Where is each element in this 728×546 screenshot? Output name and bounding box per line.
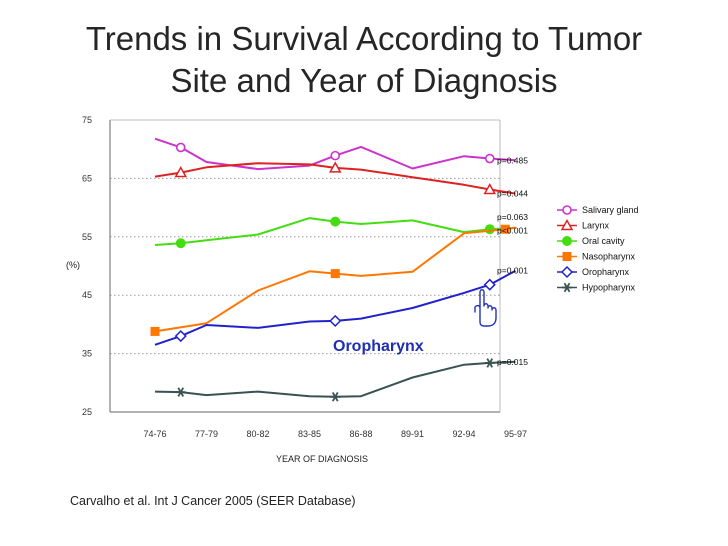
legend-label-oropharynx: Oropharynx: [582, 267, 630, 277]
x-axis-label: YEAR OF DIAGNOSIS: [276, 454, 368, 464]
series-line-hypopharynx: [154, 360, 516, 398]
y-tick-75: 75: [82, 115, 92, 125]
y-tick-25: 25: [82, 407, 92, 417]
series-marker-larynx-1: [328, 161, 342, 173]
y-tick-labels: 25 35 45 55 65 75: [82, 115, 92, 417]
x-tick-80-82: 80-82: [246, 429, 269, 439]
legend-marker-salivary-gland-shape: [562, 205, 572, 215]
legend-item-salivary-gland: Salivary gland: [557, 205, 639, 215]
legend-marker-oral-cavity: [562, 236, 572, 246]
legend-marker-oropharynx: [560, 265, 574, 279]
series-marker-oral-cavity-2-shape: [484, 224, 495, 235]
series-marker-hypopharynx-2: [484, 358, 495, 368]
legend-marker-larynx: [560, 218, 574, 231]
series-marker-larynx-1-shape: [328, 161, 342, 173]
p-value-oral-cavity: p=0.063: [497, 212, 528, 222]
series-marker-oropharynx-1: [329, 314, 342, 327]
series-lines: [150, 137, 516, 402]
series-marker-oropharynx-2-shape: [483, 278, 496, 291]
legend-marker-oropharynx-shape: [560, 265, 574, 279]
series-marker-oropharynx-1-shape: [329, 314, 342, 327]
p-value-salivary-gland: p=0.485: [497, 155, 528, 165]
series-marker-oral-cavity-0-shape: [175, 238, 186, 249]
oropharynx-annotation: Oropharynx: [333, 338, 424, 355]
title-line-2: Site and Year of Diagnosis: [170, 62, 558, 99]
series-line-oropharynx: [154, 269, 516, 346]
series-marker-oropharynx-0-shape: [174, 330, 187, 343]
series-marker-oropharynx-0: [174, 330, 187, 343]
series-marker-oral-cavity-0: [175, 238, 186, 249]
legend-label-nasopharynx: Nasopharynx: [582, 252, 636, 262]
series-marker-salivary-gland-0: [175, 142, 186, 153]
series-marker-salivary-gland-2-shape: [484, 153, 495, 164]
series-marker-hypopharynx-1: [330, 392, 341, 402]
series-marker-salivary-gland-1: [330, 150, 341, 161]
x-tick-95-97: 95-97: [504, 429, 527, 439]
series-marker-salivary-gland-1-shape: [330, 150, 341, 161]
y-tick-65: 65: [82, 173, 92, 183]
series-marker-nasopharynx-0-shape: [150, 326, 160, 336]
series-marker-larynx-2: [483, 182, 497, 195]
series-marker-hypopharynx-1-stroke: [331, 392, 339, 402]
source-citation: Carvalho et al. Int J Cancer 2005 (SEER …: [70, 494, 356, 508]
x-tick-86-88: 86-88: [349, 429, 372, 439]
legend: Salivary gland Larynx Oral cavity Nasophary…: [557, 205, 639, 293]
survival-trend-chart: 25 35 45 55 65 75 74-76 77-79 80-82 83-85 86-88 89…: [66, 115, 639, 464]
legend-marker-salivary-gland: [562, 205, 572, 215]
p-value-larynx: p=0.044: [497, 189, 528, 199]
x-tick-83-85: 83-85: [298, 429, 321, 439]
legend-item-larynx: Larynx: [557, 218, 610, 231]
series-line-nasopharynx: [154, 226, 516, 333]
series-marker-oral-cavity-1-shape: [330, 216, 341, 227]
title-line-1: Trends in Survival According to Tumor: [85, 20, 643, 57]
series-marker-larynx-0: [174, 166, 188, 178]
gridlines: [110, 177, 500, 355]
pointing-hand-outline: [474, 289, 497, 327]
y-tick-45: 45: [82, 290, 92, 300]
legend-marker-nasopharynx: [562, 252, 572, 261]
legend-label-hypopharynx: Hypopharynx: [582, 283, 636, 293]
x-tick-89-91: 89-91: [401, 429, 424, 439]
pointing-hand-icon: [474, 289, 497, 327]
series-marker-salivary-gland-0-shape: [175, 142, 186, 153]
series-marker-nasopharynx-1-shape: [330, 269, 340, 279]
x-tick-74-76: 74-76: [143, 429, 166, 439]
series-marker-larynx-2-shape: [483, 182, 497, 195]
series-marker-nasopharynx-2-shape: [500, 224, 510, 234]
series-marker-hypopharynx-0: [175, 387, 186, 397]
y-tick-55: 55: [82, 232, 92, 242]
legend-item-oropharynx: Oropharynx: [557, 265, 630, 279]
legend-marker-hypopharynx-stroke: [563, 282, 571, 293]
x-tick-92-94: 92-94: [452, 429, 475, 439]
legend-label-salivary-gland: Salivary gland: [582, 205, 639, 215]
legend-item-nasopharynx: Nasopharynx: [557, 252, 636, 262]
series-marker-nasopharynx-0: [150, 326, 160, 336]
legend-marker-nasopharynx-shape: [562, 252, 572, 261]
series-marker-oropharynx-2: [483, 278, 496, 291]
y-axis-label: (%): [66, 260, 80, 270]
legend-label-oral-cavity: Oral cavity: [582, 236, 625, 246]
slide-title: Trends in Survival According to Tumor Si…: [0, 18, 728, 102]
series-marker-oral-cavity-2: [484, 224, 495, 235]
series-marker-hypopharynx-0-stroke: [177, 387, 185, 397]
legend-item-oral-cavity: Oral cavity: [557, 236, 625, 246]
legend-marker-hypopharynx: [562, 282, 572, 293]
legend-marker-oral-cavity-shape: [562, 236, 572, 246]
series-marker-nasopharynx-1: [330, 269, 340, 279]
series-marker-hypopharynx-2-stroke: [486, 358, 494, 368]
series-marker-salivary-gland-2: [484, 153, 495, 164]
legend-label-larynx: Larynx: [582, 221, 610, 231]
x-tick-labels: 74-76 77-79 80-82 83-85 86-88 89-91 92-94 95-97: [143, 429, 527, 439]
series-marker-oral-cavity-1: [330, 216, 341, 227]
series-marker-nasopharynx-2: [500, 224, 510, 234]
p-value-nasopharynx: p<0.001: [497, 225, 528, 235]
legend-marker-larynx-shape: [560, 218, 574, 231]
p-value-oropharynx: p=0.001: [497, 266, 528, 276]
p-value-labels: p=0.485 p=0.044 p=0.063 p<0.001 p=0.001 p=0.0…: [497, 155, 528, 366]
series-marker-larynx-0-shape: [174, 166, 188, 178]
y-tick-35: 35: [82, 349, 92, 359]
legend-item-hypopharynx: Hypopharynx: [557, 283, 636, 293]
p-value-hypopharynx: p=0.015: [497, 357, 528, 367]
x-tick-77-79: 77-79: [195, 429, 218, 439]
